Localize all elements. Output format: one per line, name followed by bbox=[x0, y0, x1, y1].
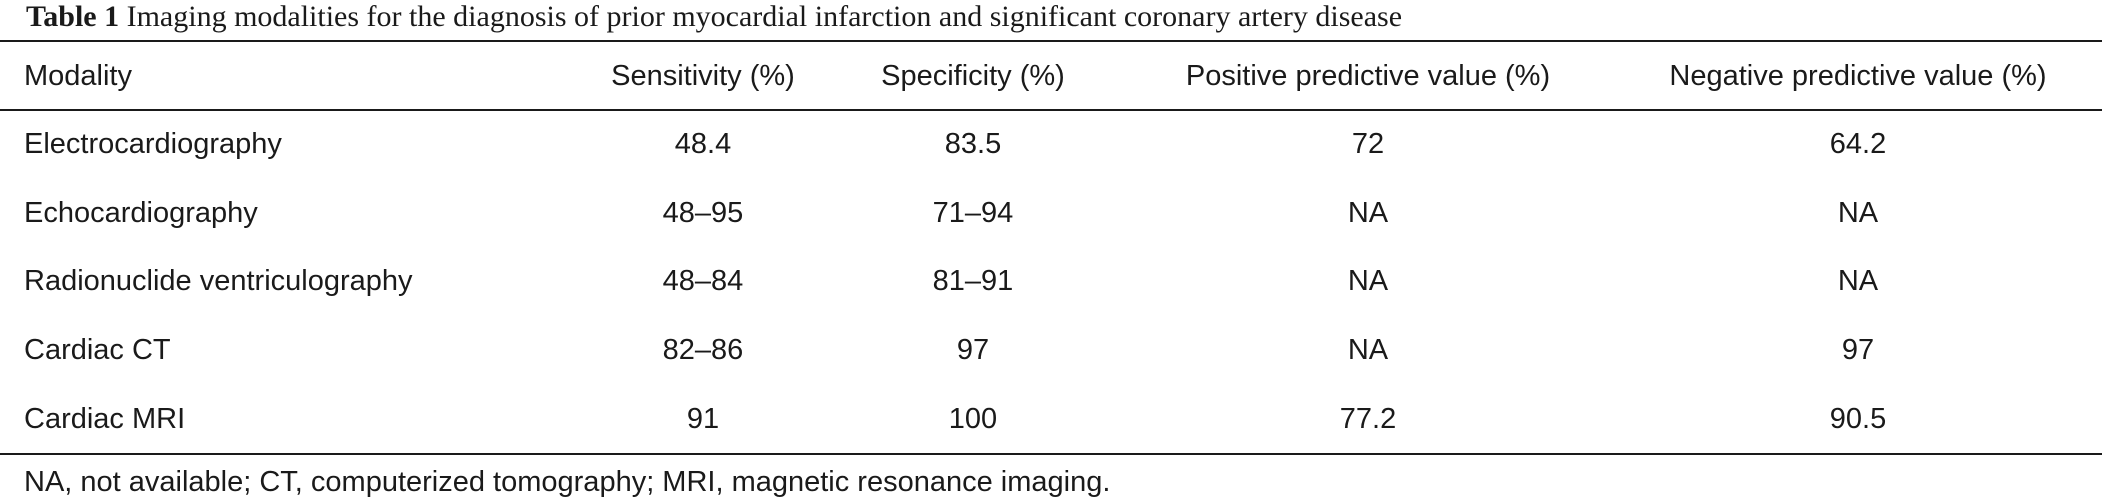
header-rule bbox=[0, 109, 2102, 111]
table-title: Imaging modalities for the diagnosis of … bbox=[126, 0, 1403, 33]
column-header-ppv: Positive predictive value (%) bbox=[1185, 60, 1551, 92]
specificity-cell: 97 bbox=[956, 334, 990, 366]
modality-cell: Cardiac MRI bbox=[24, 403, 186, 435]
column-header-specificity: Specificity (%) bbox=[881, 60, 1065, 92]
bottom-rule bbox=[0, 453, 2102, 455]
modality-cell: Electrocardiography bbox=[24, 128, 282, 160]
specificity-cell: 83.5 bbox=[944, 128, 1002, 160]
sensitivity-cell: 48–95 bbox=[662, 197, 744, 229]
table-caption: Table 1 Imaging modalities for the diagn… bbox=[26, 0, 1402, 38]
ppv-cell: NA bbox=[1347, 265, 1389, 297]
sensitivity-cell: 91 bbox=[686, 403, 720, 435]
top-rule bbox=[0, 40, 2102, 42]
column-header-npv: Negative predictive value (%) bbox=[1669, 60, 2047, 92]
sensitivity-cell: 82–86 bbox=[662, 334, 744, 366]
modality-cell: Echocardiography bbox=[24, 197, 258, 229]
npv-cell: NA bbox=[1837, 197, 1879, 229]
npv-cell: NA bbox=[1837, 265, 1879, 297]
npv-cell: 64.2 bbox=[1829, 128, 1887, 160]
modality-cell: Radionuclide ventriculography bbox=[24, 265, 413, 297]
column-header-sensitivity: Sensitivity (%) bbox=[611, 60, 795, 92]
npv-cell: 90.5 bbox=[1829, 403, 1887, 435]
sensitivity-cell: 48.4 bbox=[674, 128, 732, 160]
specificity-cell: 100 bbox=[948, 403, 998, 435]
sensitivity-cell: 48–84 bbox=[662, 265, 744, 297]
specificity-cell: 81–91 bbox=[932, 265, 1014, 297]
modality-cell: Cardiac CT bbox=[24, 334, 171, 366]
ppv-cell: 72 bbox=[1351, 128, 1385, 160]
ppv-cell: NA bbox=[1347, 334, 1389, 366]
specificity-cell: 71–94 bbox=[932, 197, 1014, 229]
npv-cell: 97 bbox=[1841, 334, 1875, 366]
ppv-cell: NA bbox=[1347, 197, 1389, 229]
table-footnote: NA, not available; CT, computerized tomo… bbox=[24, 466, 1111, 498]
ppv-cell: 77.2 bbox=[1339, 403, 1397, 435]
table-number: Table 1 bbox=[26, 0, 120, 33]
column-header-modality: Modality bbox=[24, 60, 132, 92]
